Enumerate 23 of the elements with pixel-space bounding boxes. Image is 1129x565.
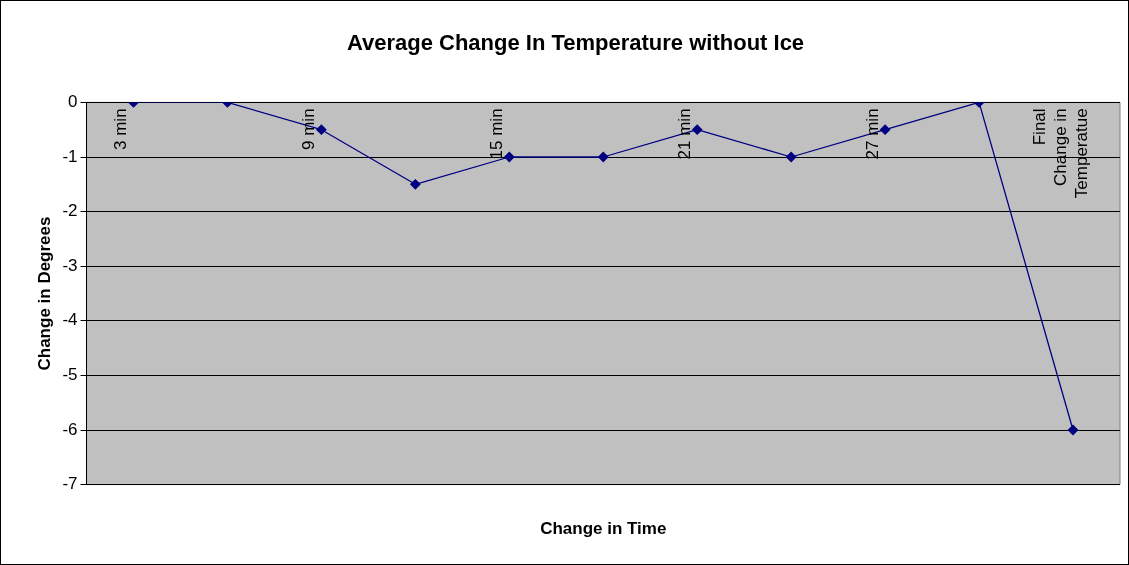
y-tick-label: -4 (62, 310, 78, 330)
point (879, 124, 891, 135)
x-tick-label: 9 min (299, 108, 319, 150)
point (504, 151, 515, 163)
y-tick-label: -1 (62, 146, 78, 166)
point (410, 179, 421, 190)
y-tick-label: -7 (62, 474, 78, 494)
x-axis-title: Change in Time (540, 519, 667, 539)
x-tick-label: 15 min (486, 108, 506, 160)
point (598, 151, 609, 163)
y-tick-label: -2 (62, 201, 78, 221)
point (1067, 424, 1079, 436)
y-tick-label: -3 (62, 255, 78, 275)
point (692, 124, 703, 135)
y-tick-label: -5 (62, 365, 78, 385)
chart-title: Average Change In Temperature without Ice (346, 30, 805, 56)
y-tick-label: 0 (68, 92, 78, 112)
y-axis-title: Change in Degrees (34, 216, 54, 371)
point (316, 124, 327, 135)
point (786, 151, 797, 163)
y-tick-label: -6 (62, 419, 78, 439)
x-tick-label: 3 min (111, 108, 131, 150)
x-tick-label: Final Change in Temperatue (1029, 108, 1091, 199)
